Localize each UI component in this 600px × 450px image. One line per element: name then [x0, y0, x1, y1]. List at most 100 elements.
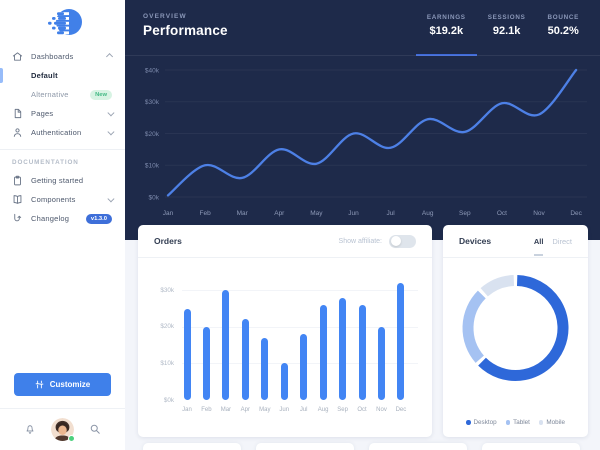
x-axis-tick: Oct [357, 407, 367, 413]
svg-text:$40k: $40k [145, 67, 160, 74]
gridline [182, 326, 418, 328]
book-icon [12, 194, 23, 205]
nav-item-label: Default [31, 71, 58, 80]
bar-jan [183, 308, 191, 400]
y-axis-tick: $10k [160, 359, 174, 367]
devices-tabs: All Direct [533, 227, 572, 256]
nav-divider [0, 149, 125, 150]
performance-panel: OVERVIEW Performance EARNINGS $19.2k SESSI… [125, 0, 600, 240]
overview-label: OVERVIEW [143, 13, 187, 20]
bar-feb [202, 326, 210, 400]
donut-segment-desktop [478, 275, 569, 381]
sidebar-item-alternative[interactable]: Alternative New [0, 85, 125, 104]
x-axis-tick: Mar [220, 407, 232, 413]
bar-aug [319, 304, 327, 400]
bar-nov [378, 326, 385, 400]
nav-item-label: Components [31, 195, 76, 204]
devices-card-header: Devices All Direct [443, 225, 588, 258]
svg-text:$10k: $10k [145, 163, 160, 170]
stats-row: EARNINGS $19.2k SESSIONS 92.1k BOUNCE 50.2% [415, 14, 591, 56]
tab-direct[interactable]: Direct [552, 236, 572, 246]
x-axis-tick: Jun [279, 407, 290, 413]
nav-item-label: Alternative [31, 90, 69, 99]
stat-label: SESSIONS [487, 14, 526, 21]
y-axis-tick: $30k [160, 286, 174, 294]
nav-item-label: Authentication [31, 128, 82, 137]
online-status-dot [67, 434, 75, 442]
x-axis-tick: Dec [395, 407, 407, 413]
svg-text:Dec: Dec [570, 210, 582, 217]
legend-dot [466, 420, 471, 425]
sidebar-item-dashboards[interactable]: Dashboards [0, 47, 125, 66]
donut-segment-tablet [462, 290, 486, 363]
nav-item-label: Pages [31, 109, 54, 118]
devices-title: Devices [459, 236, 492, 246]
svg-text:$20k: $20k [145, 131, 160, 138]
orders-bar-chart: $0k $10k $20k $30k Jan Feb Mar Apr May Jun Jul Aug S… [138, 258, 432, 437]
legend-item-desktop[interactable]: Desktop [466, 419, 497, 426]
bar-oct [358, 304, 366, 400]
bar-apr [241, 319, 249, 400]
x-axis-tick: Apr [240, 407, 251, 413]
affiliate-toggle-label: Show affiliate: [338, 237, 382, 245]
legend-item-mobile[interactable]: Mobile [538, 419, 565, 426]
user-icon [12, 127, 23, 138]
toggle-knob [390, 236, 401, 246]
bell-icon[interactable] [24, 423, 36, 435]
sidebar-item-getting-started[interactable]: Getting started [0, 171, 125, 190]
x-axis-tick: May [259, 407, 271, 413]
sidebar-item-default[interactable]: Default [0, 66, 125, 85]
avatar[interactable] [50, 417, 75, 442]
legend-dot [538, 420, 544, 425]
stat-bounce[interactable]: BOUNCE 50.2% [537, 14, 591, 56]
svg-text:Aug: Aug [422, 210, 434, 217]
stat-sessions[interactable]: SESSIONS 92.1k [477, 14, 537, 56]
y-axis-tick: $20k [160, 323, 174, 331]
sidebar-item-pages[interactable]: Pages [0, 104, 125, 123]
bar-dec [397, 282, 405, 400]
bar-may [261, 337, 269, 400]
legend-dot [505, 420, 511, 425]
stat-label: BOUNCE [547, 14, 579, 21]
badge-v1.3.0: v1.3.0 [85, 213, 112, 224]
x-axis-tick: Jan [182, 407, 192, 413]
devices-legend: Desktop Tablet Mobile [443, 419, 588, 426]
tab-all[interactable]: All [533, 227, 543, 256]
legend-label: Mobile [546, 419, 565, 426]
legend-label: Desktop [473, 419, 497, 426]
svg-text:Feb: Feb [199, 210, 211, 217]
affiliate-toggle[interactable] [389, 234, 416, 248]
customize-button[interactable]: Customize [14, 373, 111, 396]
customize-label: Customize [49, 380, 91, 389]
bar-jun [280, 363, 288, 400]
stat-value: $19.2k [429, 25, 464, 37]
sidebar-item-components[interactable]: Components [0, 190, 125, 209]
svg-text:Jan: Jan [163, 210, 174, 217]
sidebar-item-changelog[interactable]: Changelog v1.3.0 [0, 209, 125, 228]
sliders-icon [35, 380, 44, 389]
legend-item-tablet[interactable]: Tablet [505, 419, 530, 426]
bar-sep [339, 297, 347, 400]
sidebar-item-authentication[interactable]: Authentication [0, 123, 125, 142]
svg-text:Jul: Jul [386, 210, 395, 217]
svg-text:Nov: Nov [533, 210, 545, 217]
orders-card: Orders Show affiliate: $0k $10k $20k $30k Ja… [138, 225, 432, 437]
svg-text:May: May [310, 210, 323, 217]
peek-card [482, 443, 580, 450]
x-axis-tick: Aug [317, 407, 329, 413]
search-icon[interactable] [89, 423, 101, 435]
brand-logo[interactable] [42, 6, 84, 40]
badge-new: New [90, 89, 112, 100]
home-icon [12, 51, 23, 62]
chevron-up-icon [105, 54, 113, 61]
stat-label: EARNINGS [426, 14, 466, 21]
donut-segment-mobile [480, 275, 515, 297]
gridline [182, 290, 418, 292]
stat-earnings[interactable]: EARNINGS $19.2k [415, 14, 477, 56]
sidebar-footer-divider [0, 408, 125, 409]
x-axis-tick: Sep [337, 407, 348, 413]
svg-text:Mar: Mar [237, 210, 249, 217]
file-icon [12, 108, 23, 119]
orders-card-header: Orders Show affiliate: [138, 225, 432, 258]
svg-text:$0k: $0k [149, 194, 160, 201]
